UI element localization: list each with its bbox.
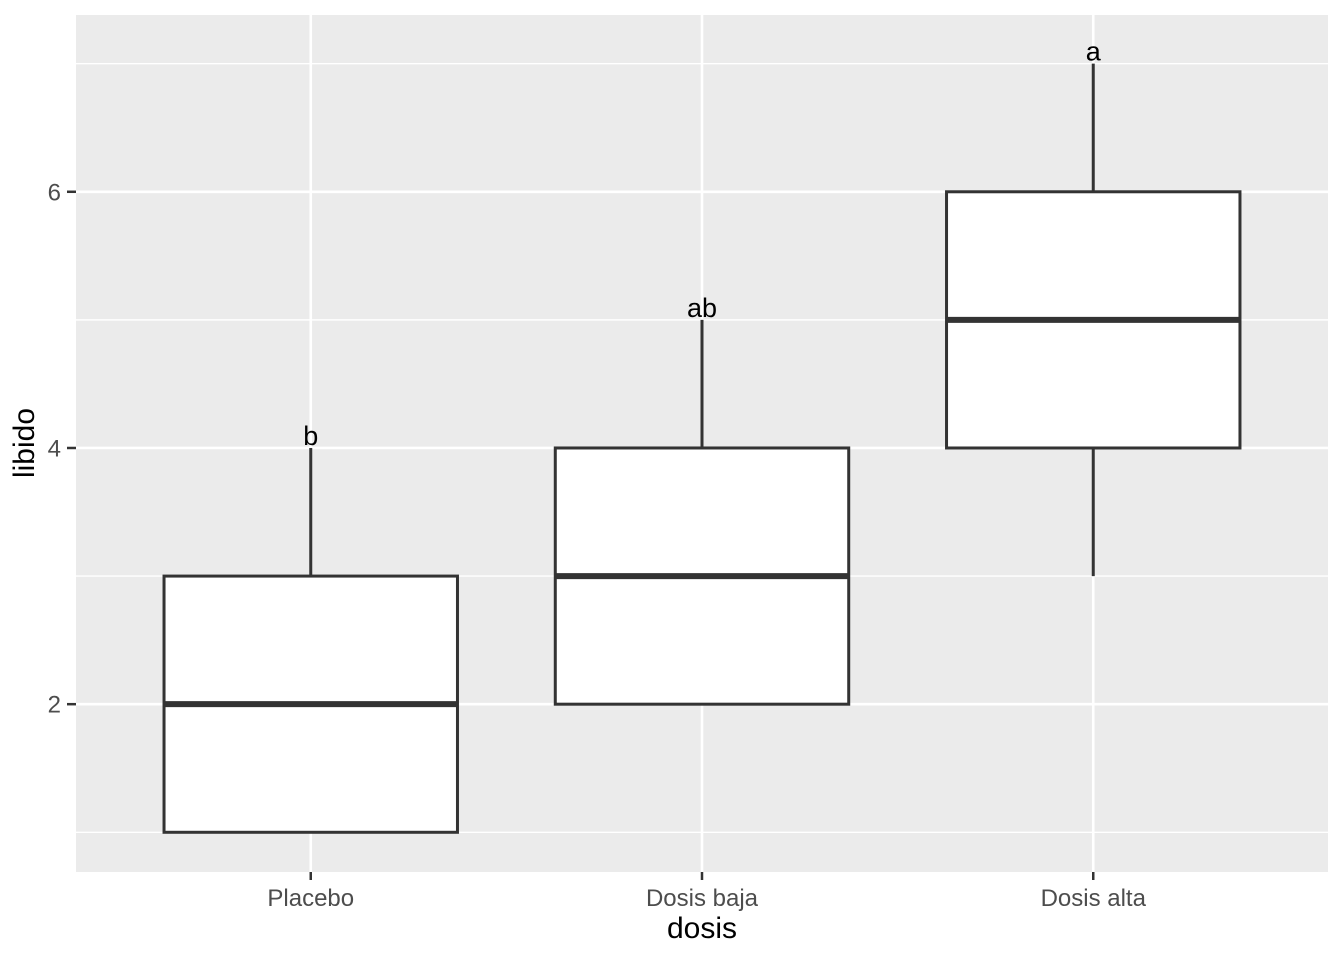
- y-axis-tick-label: 4: [48, 435, 61, 462]
- significance-letter: ab: [687, 293, 717, 323]
- significance-letter: a: [1086, 37, 1102, 67]
- chart-marks: 2 4 6 Placebo Dosis baja Dosis alta b ab a: [48, 15, 1328, 912]
- y-axis-tick-label: 2: [48, 692, 61, 719]
- significance-letter: b: [303, 421, 318, 451]
- x-axis-title: dosis: [667, 912, 737, 945]
- y-axis-tick-label: 6: [48, 179, 61, 206]
- x-axis-tick-label: Dosis baja: [646, 885, 759, 912]
- y-axis-title: libido: [8, 408, 41, 478]
- x-axis-tick-label: Dosis alta: [1041, 885, 1147, 912]
- x-axis-tick-label: Placebo: [267, 885, 354, 912]
